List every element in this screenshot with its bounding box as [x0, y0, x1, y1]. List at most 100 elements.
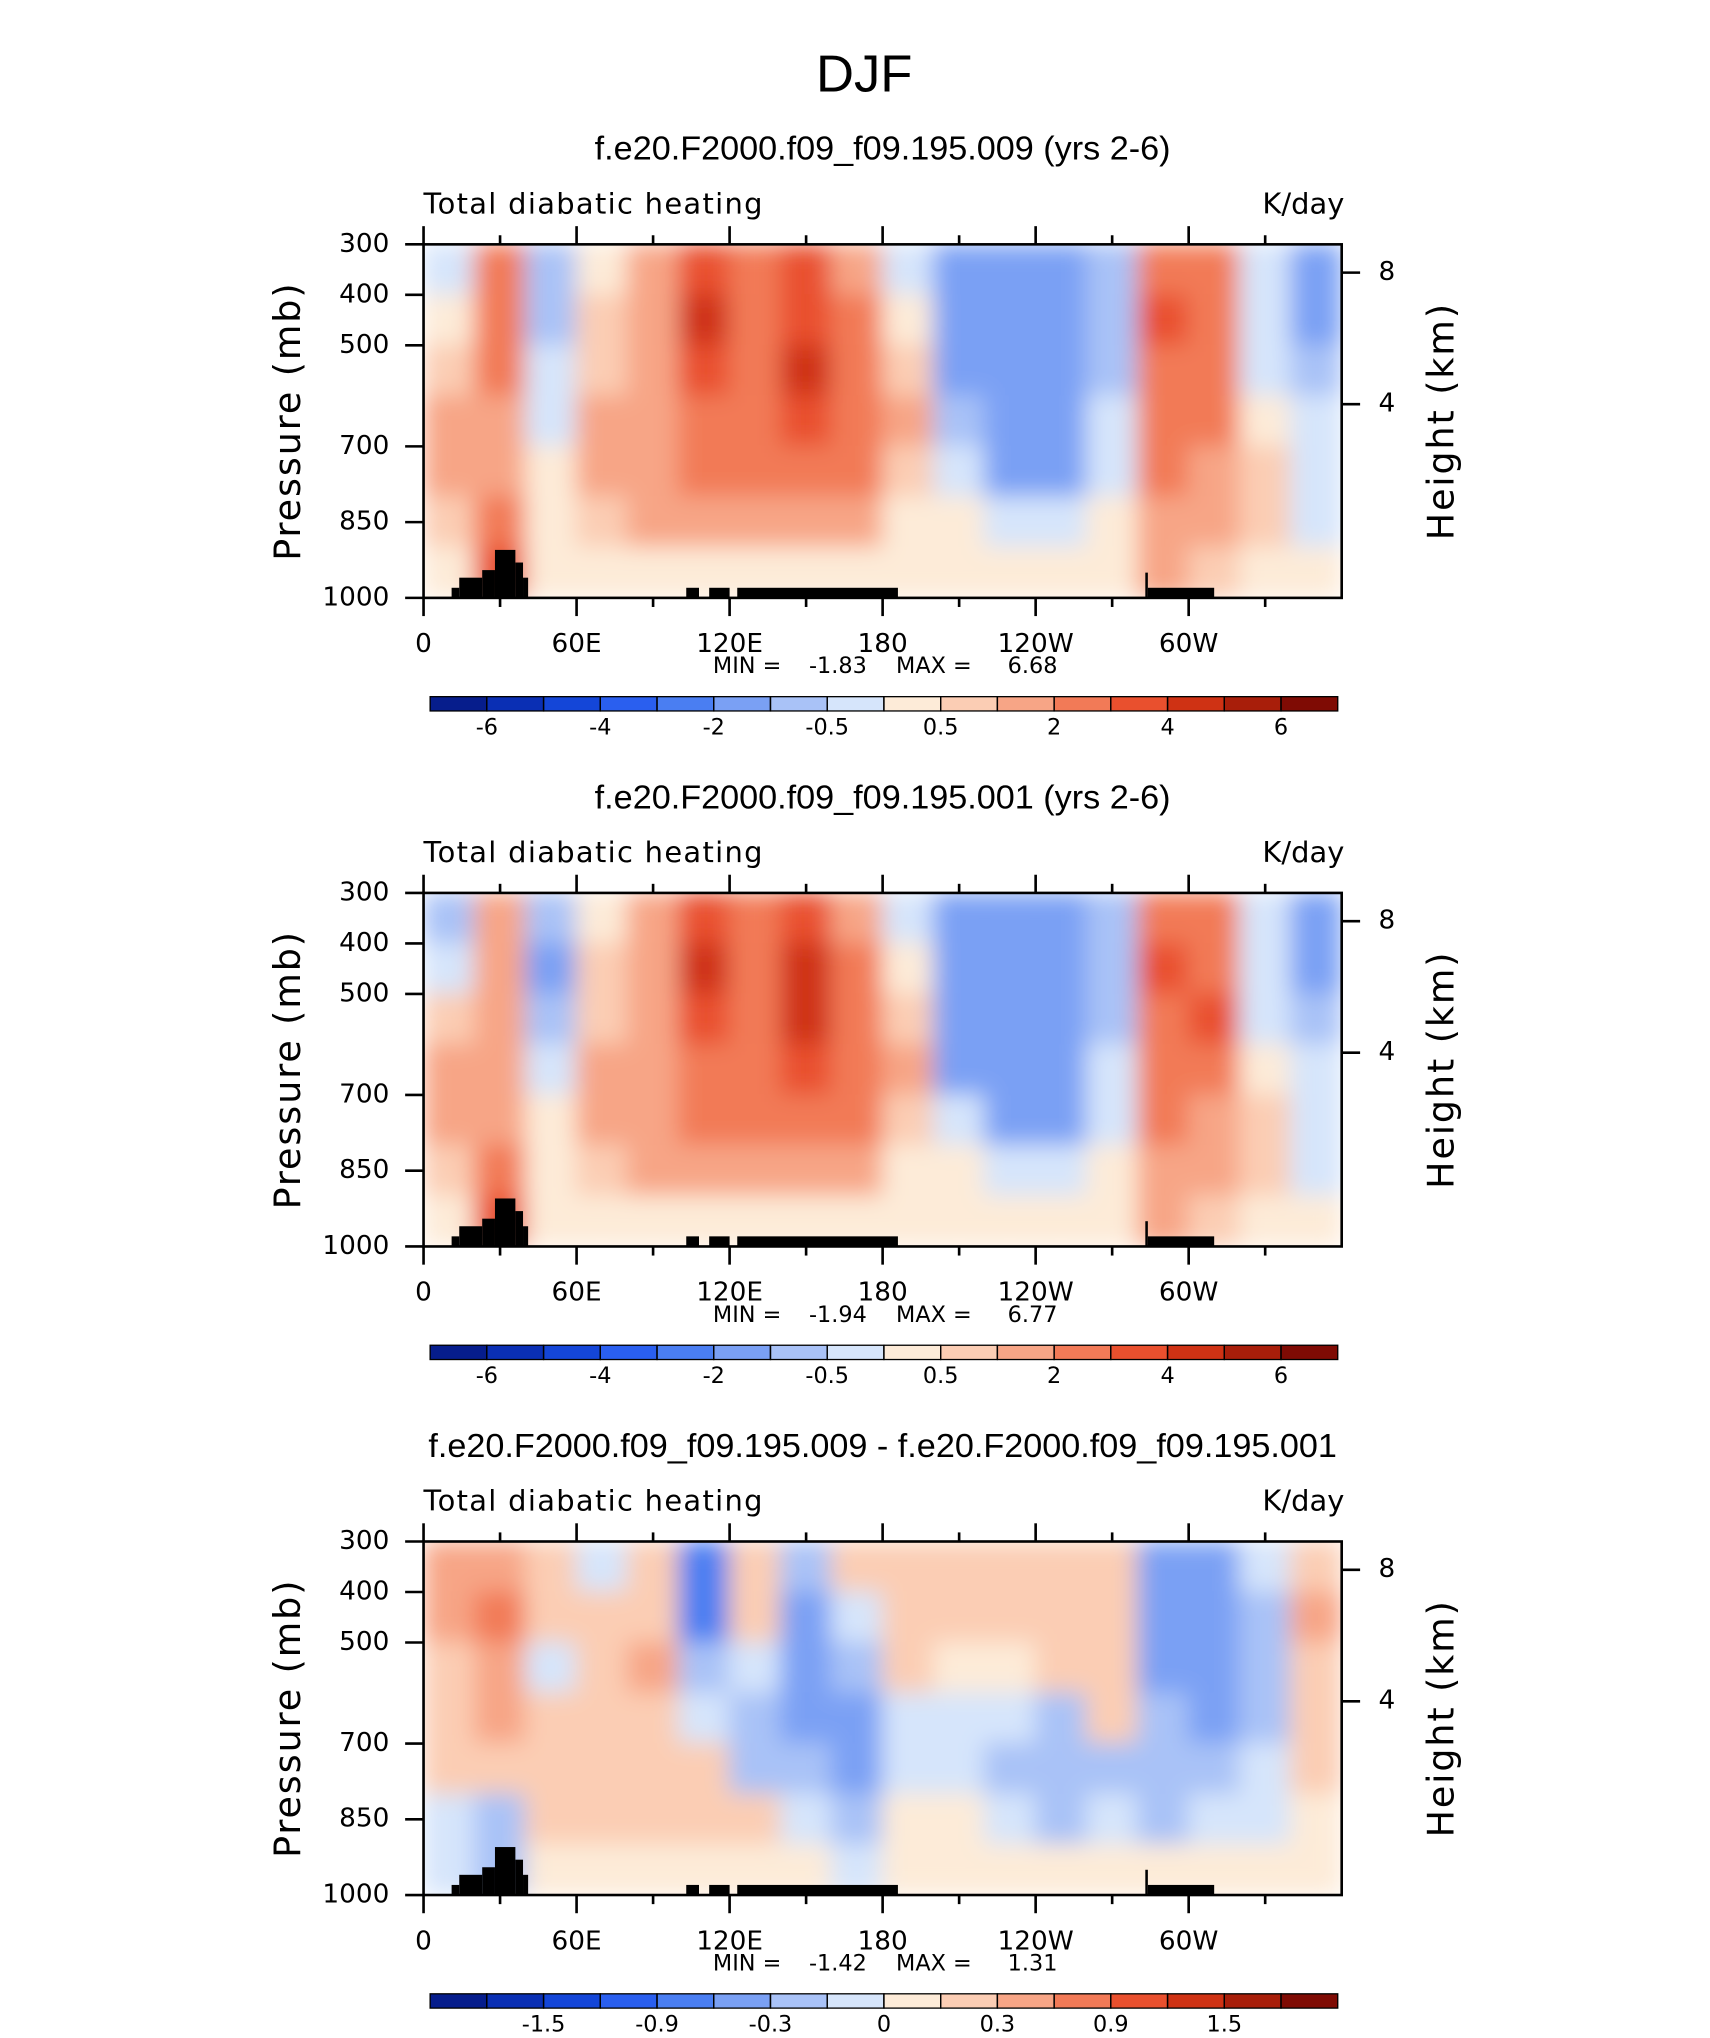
field-cells	[423, 892, 1342, 1247]
field-cell	[423, 892, 476, 945]
panel-title: f.e20.F2000.f09_f09.195.001 (yrs 2-6)	[595, 778, 1171, 816]
field-cell	[626, 1144, 680, 1197]
field-cell	[1239, 294, 1292, 347]
terrain	[709, 587, 730, 598]
field-cell	[932, 1043, 986, 1096]
field-cell	[728, 1641, 782, 1694]
terrain	[459, 577, 483, 598]
field-cell	[677, 244, 731, 296]
field-cell	[1188, 1641, 1241, 1694]
field-cell	[626, 1195, 680, 1247]
field-cell	[473, 1144, 527, 1197]
field-cell	[626, 1591, 680, 1644]
field-cell	[1034, 942, 1088, 995]
field-cell	[728, 1541, 782, 1593]
x-tick-label: 60E	[552, 629, 602, 659]
colorbar-box	[429, 1344, 488, 1361]
field-cell	[830, 1591, 884, 1644]
field-cell	[728, 1793, 782, 1846]
field-cell	[575, 942, 629, 995]
field-cell	[1290, 1843, 1342, 1896]
panel: f.e20.F2000.f09_f09.195.001 (yrs 2-6) Tot…	[266, 778, 1463, 1388]
field-cell	[728, 1742, 782, 1795]
field-cell	[524, 1094, 578, 1147]
field-cell	[1137, 395, 1190, 448]
field-cell	[728, 496, 782, 549]
field-cell	[728, 1591, 782, 1644]
field-cell	[1239, 445, 1292, 498]
field-cell	[1034, 1043, 1088, 1096]
field-cell	[575, 892, 629, 945]
panel: f.e20.F2000.f09_f09.195.009 - f.e20.F200…	[266, 1427, 1463, 2037]
field-cell	[473, 892, 527, 945]
terrain	[1145, 1221, 1148, 1247]
field-cell	[1188, 1793, 1241, 1846]
min-value: -1.94	[809, 1302, 867, 1328]
field-cell	[1290, 1094, 1342, 1147]
colorbar-box	[1053, 696, 1112, 712]
field-cell	[1239, 1195, 1292, 1247]
field-cell	[626, 892, 680, 945]
field-cell	[779, 1742, 833, 1795]
field-cell	[677, 1541, 731, 1593]
field-cell	[1137, 1541, 1190, 1593]
colorbar-label: -2	[703, 1363, 725, 1389]
field-cell	[677, 1692, 731, 1745]
field-cell	[1188, 344, 1241, 397]
field-cell	[423, 1692, 476, 1745]
y2-tick-label: 8	[1379, 1554, 1396, 1584]
field-cell	[830, 344, 884, 397]
y-tick-label: 850	[339, 1804, 389, 1834]
y-tick-label: 300	[339, 878, 389, 908]
field-cell	[1085, 1692, 1139, 1745]
field-cell	[728, 993, 782, 1046]
field-cell	[423, 496, 476, 549]
field-cell	[1290, 1641, 1342, 1694]
terrain	[686, 1884, 699, 1896]
colorbar-box	[883, 1344, 942, 1361]
field-cell	[728, 942, 782, 995]
x-tick-label: 120E	[696, 629, 763, 659]
y2-axis-label: Height (km)	[1419, 951, 1462, 1189]
terrain	[1147, 1236, 1215, 1247]
field-cell	[728, 1094, 782, 1147]
terrain	[686, 1236, 699, 1247]
field-cell	[423, 993, 476, 1046]
y2-axis-label: Height (km)	[1419, 1599, 1462, 1837]
field-cell	[1085, 993, 1139, 1046]
field-cell	[779, 1094, 833, 1147]
x-tick-label: 120W	[998, 1926, 1074, 1956]
field-cell	[524, 445, 578, 498]
colorbar-label: 0.5	[923, 714, 959, 740]
field-cell	[423, 1094, 476, 1147]
field-cell	[1239, 1591, 1292, 1644]
field-cell	[575, 344, 629, 397]
field-cell	[677, 892, 731, 945]
terrain	[523, 1874, 529, 1896]
colorbar-box	[1110, 1993, 1169, 2009]
field-cell	[983, 942, 1037, 995]
field-cell	[728, 1692, 782, 1745]
field-cell	[524, 1692, 578, 1745]
terrain	[459, 1226, 483, 1247]
field-cell	[524, 294, 578, 347]
field-cell	[575, 496, 629, 549]
x-tick-label: 0	[415, 1926, 432, 1956]
terrain	[515, 1859, 524, 1896]
colorbar-box	[599, 1344, 658, 1361]
field-cell	[524, 1043, 578, 1096]
x-tick-label: 120W	[998, 629, 1074, 659]
field-cell	[1290, 1793, 1342, 1846]
field-cell	[830, 1043, 884, 1096]
field-cell	[473, 1541, 527, 1593]
field-cell	[1290, 1591, 1342, 1644]
field-cells	[423, 244, 1342, 598]
field-cell	[1290, 1692, 1342, 1745]
field-cell	[1085, 344, 1139, 397]
y-tick-label: 700	[339, 431, 389, 461]
field-cell	[728, 244, 782, 296]
field-cell	[1085, 1793, 1139, 1846]
terrain	[482, 1218, 495, 1247]
field-cell	[473, 993, 527, 1046]
terrain	[494, 1847, 516, 1896]
